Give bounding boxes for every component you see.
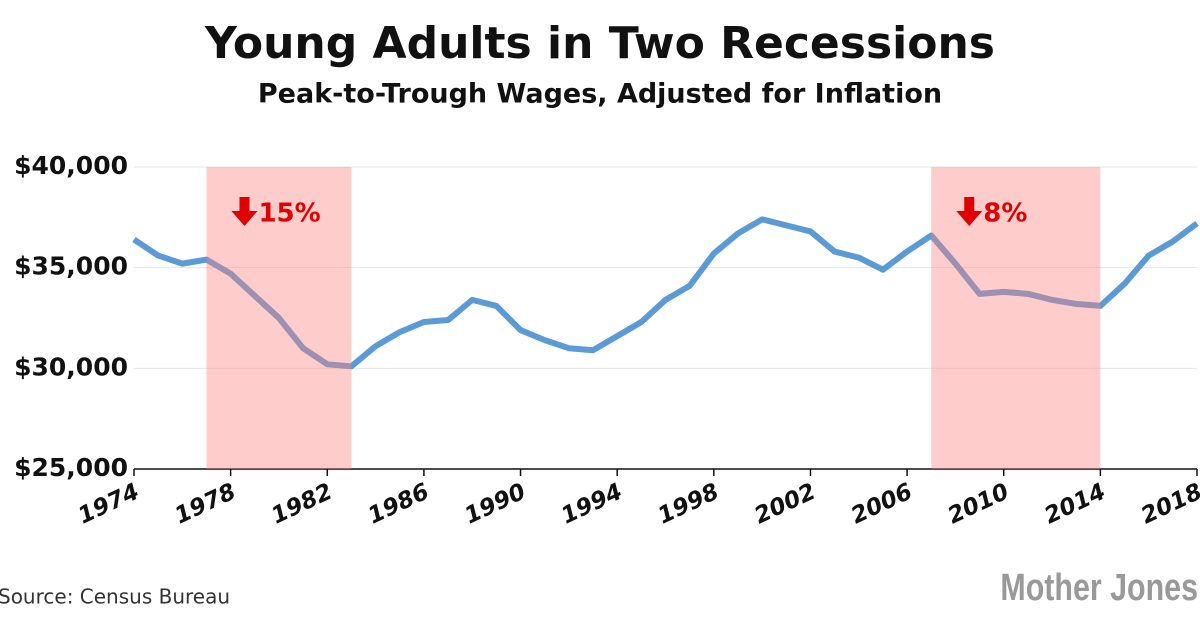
change-label: 8% <box>983 199 1027 229</box>
down-arrow <box>231 197 258 226</box>
x-tick-label: 1998 <box>654 479 723 530</box>
y-tick-label: $40,000 <box>14 151 128 180</box>
y-tick-label: $25,000 <box>14 453 128 482</box>
x-tick-label: 1978 <box>171 479 240 530</box>
chart-subtitle: Peak-to-Trough Wages, Adjusted for Infla… <box>258 79 942 110</box>
y-tick-label: $30,000 <box>14 352 128 381</box>
x-tick-label: 2006 <box>847 479 916 530</box>
x-tick-label: 2018 <box>1137 479 1200 530</box>
x-tick-label: 2014 <box>1041 479 1110 530</box>
down-arrow <box>956 197 983 226</box>
x-tick-label: 2002 <box>751 479 820 530</box>
x-tick-label: 1990 <box>461 479 530 530</box>
y-tick-label: $35,000 <box>14 252 128 281</box>
recession-band <box>206 167 352 469</box>
x-tick-label: 1986 <box>364 479 433 530</box>
recession-band <box>931 167 1101 469</box>
x-tick-label: 1974 <box>74 479 143 530</box>
chart-title: Young Adults in Two Recessions <box>204 18 995 69</box>
change-label: 15% <box>258 199 320 229</box>
source-note: Source: Census Bureau <box>0 585 230 609</box>
brand-logo: Mother Jones <box>1000 567 1198 609</box>
data-line <box>132 216 1199 370</box>
x-tick-label: 1982 <box>268 479 337 530</box>
x-tick-label: 2010 <box>944 479 1013 530</box>
x-tick-label: 1994 <box>557 479 626 530</box>
